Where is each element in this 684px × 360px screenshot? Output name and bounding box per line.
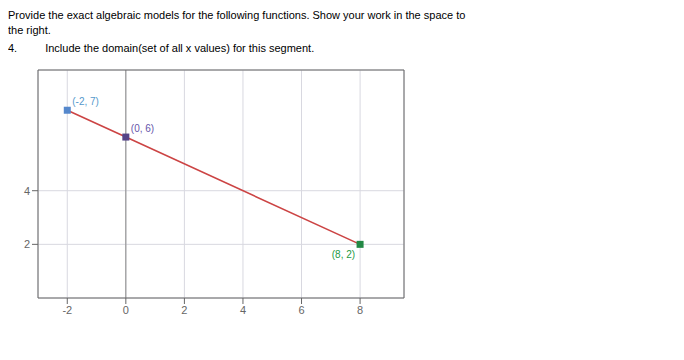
html-text:Provide the exact algebraic mo: Provide the exact algebraic models for t…	[8, 9, 466, 21]
svg-text:4: 4	[240, 304, 246, 316]
svg-text:2: 2	[24, 238, 30, 250]
svg-text:-2: -2	[62, 304, 72, 316]
html-text:Include the domain(set of all: Include the domain(set of all x values) …	[45, 42, 315, 54]
svg-text:0: 0	[123, 304, 129, 316]
html-text:the right.: the right.	[8, 24, 51, 36]
svg-text:4: 4	[24, 185, 30, 197]
svg-text:8: 8	[357, 304, 363, 316]
svg-text:(-2, 7): (-2, 7)	[72, 96, 99, 107]
html-text:4.: 4.	[8, 42, 18, 54]
svg-text:(8, 2): (8, 2)	[332, 249, 355, 260]
svg-text:2: 2	[181, 304, 187, 316]
svg-text:6: 6	[298, 304, 304, 316]
svg-text:(0, 6): (0, 6)	[131, 123, 154, 134]
